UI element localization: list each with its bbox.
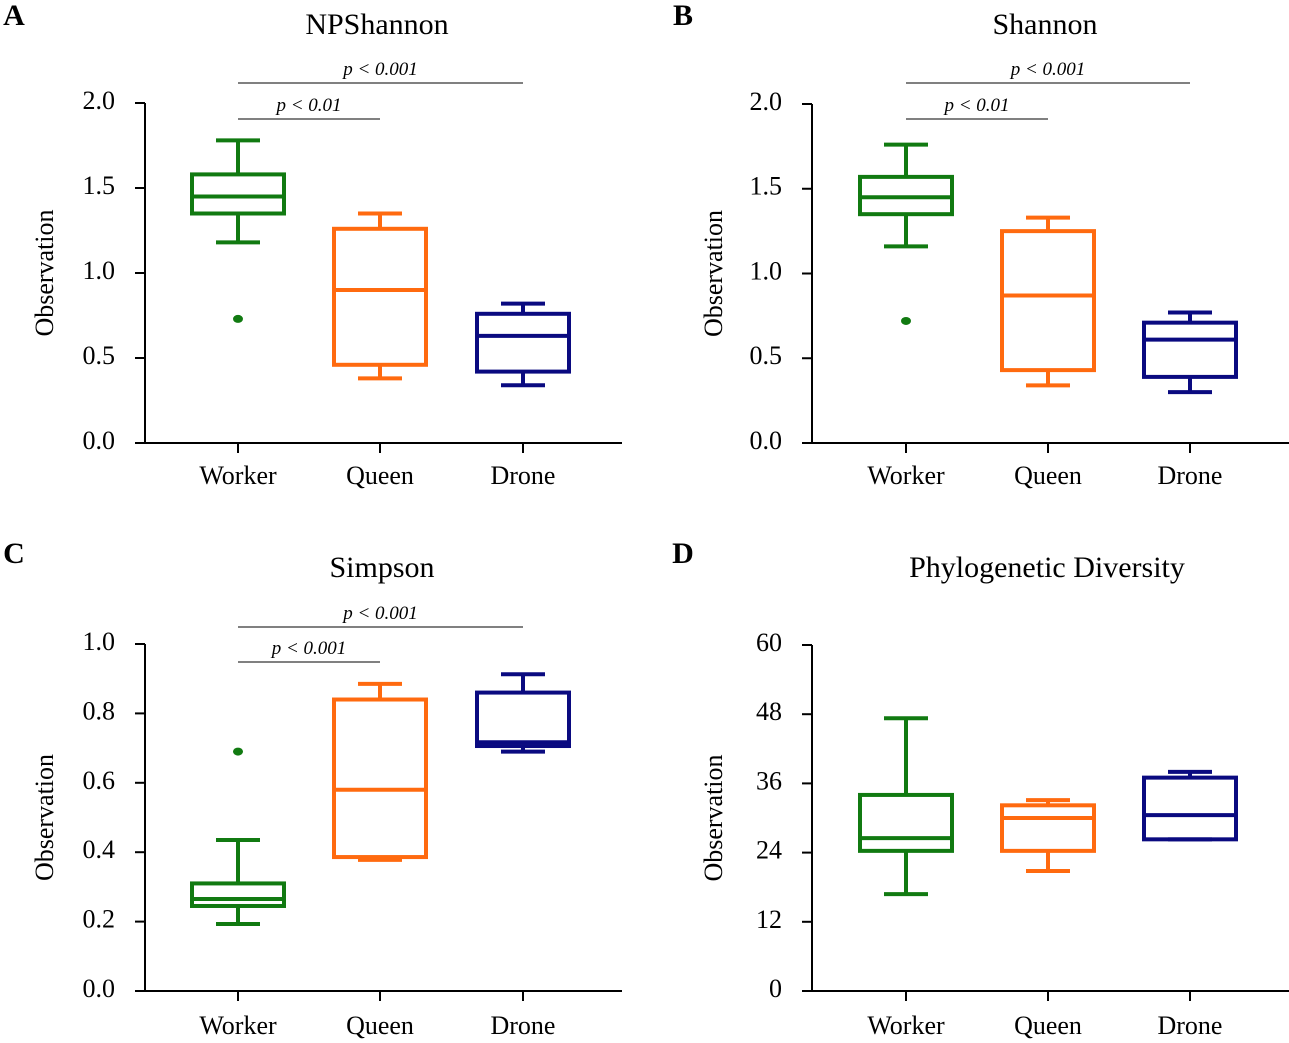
x-tick-label: Drone bbox=[491, 1011, 556, 1040]
y-tick-label: 0 bbox=[769, 974, 782, 1003]
chart-title: Phylogenetic Diversity bbox=[909, 551, 1185, 584]
chart-title: Simpson bbox=[329, 551, 434, 584]
x-tick-label: Queen bbox=[1014, 461, 1082, 490]
x-tick-label: Worker bbox=[867, 461, 945, 490]
y-tick-label: 48 bbox=[756, 697, 782, 726]
y-tick-label: 0.5 bbox=[750, 341, 783, 370]
y-axis-label: Observation bbox=[30, 209, 59, 336]
panel-D: D Phylogenetic Diversity Observation 0 12 24 3… bbox=[672, 537, 1289, 1040]
panel-B: B Shannon Observation 0.0 0.5 1.0 1.5 2.0 Worker… bbox=[673, 0, 1289, 490]
x-tick-label: Worker bbox=[199, 1011, 277, 1040]
iqr-box bbox=[475, 311, 571, 374]
y-tick-label: 1.0 bbox=[750, 256, 783, 285]
y-tick-label: 0.6 bbox=[83, 766, 116, 795]
x-tick-label: Worker bbox=[199, 461, 277, 490]
iqr-box bbox=[1000, 229, 1096, 373]
chart-title: Shannon bbox=[993, 8, 1098, 41]
panel-C: C Simpson Observation 0.0 0.2 0.4 0.6 0.8 1.0 Wor… bbox=[3, 537, 622, 1040]
box-drone bbox=[475, 301, 571, 388]
panel-letter: A bbox=[3, 0, 25, 32]
y-tick-label: 1.5 bbox=[750, 172, 783, 201]
iqr-box bbox=[1142, 320, 1238, 379]
y-tick-label: 0.0 bbox=[83, 426, 116, 455]
y-tick-label: 0.0 bbox=[750, 426, 783, 455]
y-axis-label: Observation bbox=[699, 210, 728, 337]
significance-label: p < 0.001 bbox=[270, 638, 347, 659]
significance-label: p < 0.01 bbox=[942, 95, 1009, 116]
panel-letter: B bbox=[673, 0, 693, 32]
iqr-box bbox=[1142, 775, 1238, 842]
significance-label: p < 0.001 bbox=[341, 59, 418, 80]
iqr-box bbox=[332, 226, 428, 367]
x-tick-label: Drone bbox=[1158, 1011, 1223, 1040]
y-axis-label: Observation bbox=[30, 754, 59, 881]
y-tick-label: 12 bbox=[756, 905, 782, 934]
y-tick-label: 0.5 bbox=[83, 341, 116, 370]
panel-letter: D bbox=[672, 537, 694, 570]
box-worker bbox=[858, 142, 954, 249]
box-queen bbox=[332, 211, 428, 381]
x-tick-label: Queen bbox=[346, 461, 414, 490]
iqr-box bbox=[332, 697, 428, 860]
box-drone bbox=[475, 672, 571, 754]
iqr-box bbox=[475, 690, 571, 749]
box-worker bbox=[190, 838, 286, 927]
y-tick-label: 60 bbox=[756, 628, 782, 657]
outlier-point bbox=[233, 747, 243, 756]
chart-title: NPShannon bbox=[305, 8, 448, 41]
y-tick-label: 1.5 bbox=[83, 171, 116, 200]
y-axis-label: Observation bbox=[699, 754, 728, 881]
y-tick-label: 1.0 bbox=[83, 627, 116, 656]
y-tick-label: 0.0 bbox=[83, 974, 116, 1003]
x-tick-label: Queen bbox=[1014, 1011, 1082, 1040]
box-worker bbox=[858, 716, 954, 897]
panel-letter: C bbox=[3, 537, 25, 570]
iqr-box bbox=[190, 172, 286, 216]
iqr-box bbox=[858, 792, 954, 853]
panel-A: A NPShannon Observation 0.0 0.5 1.0 1.5 2.0 Work… bbox=[3, 0, 622, 490]
y-tick-label: 1.0 bbox=[83, 256, 116, 285]
outlier-point bbox=[233, 314, 243, 323]
significance-label: p < 0.001 bbox=[341, 603, 418, 624]
x-tick-label: Drone bbox=[491, 461, 556, 490]
box-queen bbox=[1000, 798, 1096, 874]
significance-label: p < 0.01 bbox=[274, 95, 341, 116]
x-tick-label: Worker bbox=[867, 1011, 945, 1040]
y-tick-label: 0.2 bbox=[83, 905, 116, 934]
outlier-point bbox=[901, 316, 911, 325]
box-drone bbox=[1142, 310, 1238, 395]
iqr-box bbox=[1000, 803, 1096, 853]
significance-label: p < 0.001 bbox=[1009, 59, 1086, 80]
y-tick-label: 24 bbox=[756, 836, 782, 865]
box-worker bbox=[190, 138, 286, 245]
box-drone bbox=[1142, 769, 1238, 842]
iqr-box bbox=[190, 881, 286, 908]
y-tick-label: 2.0 bbox=[750, 87, 783, 116]
box-queen bbox=[1000, 215, 1096, 388]
x-tick-label: Queen bbox=[346, 1011, 414, 1040]
x-tick-label: Drone bbox=[1158, 461, 1223, 490]
y-tick-label: 0.8 bbox=[83, 696, 116, 725]
box-queen bbox=[332, 681, 428, 862]
y-tick-label: 2.0 bbox=[83, 86, 116, 115]
y-tick-label: 0.4 bbox=[83, 835, 116, 864]
y-tick-label: 36 bbox=[756, 766, 782, 795]
